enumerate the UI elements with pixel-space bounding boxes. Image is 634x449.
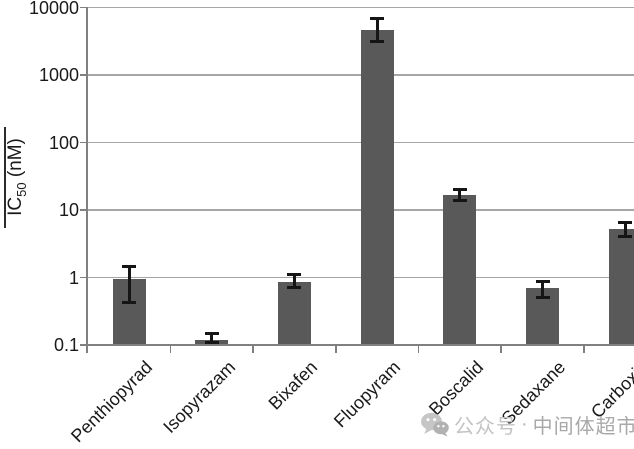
y-tick-mark-0.1: [80, 344, 87, 346]
error-bar-cap-bottom-sedaxane: [535, 296, 550, 300]
x-tick-mark: [500, 345, 502, 353]
x-axis-label-bixafen: Bixafen: [264, 357, 322, 414]
y-tick-label-10000: 10000: [28, 0, 79, 18]
x-tick-mark: [583, 345, 585, 353]
error-bar-cap-top-carboxin: [618, 221, 633, 225]
y-tick-label-1: 1: [68, 267, 79, 288]
error-bar-fluopyram: [375, 18, 379, 42]
y-axis-title-text: IC: [5, 196, 26, 216]
y-axis-line: [86, 7, 88, 353]
error-bar-cap-bottom-carboxin: [618, 234, 633, 238]
gridline-10: [87, 209, 634, 211]
bar-fluopyram: [360, 29, 394, 347]
error-bar-carboxin: [623, 222, 627, 237]
y-tick-mark-10000: [80, 6, 87, 9]
error-bar-cap-top-boscalid: [452, 188, 467, 192]
wechat-icon: [421, 412, 449, 437]
gridline-1: [87, 276, 634, 279]
x-axis-label-fluopyram: Fluopyram: [329, 357, 405, 432]
x-tick-mark: [417, 345, 420, 353]
y-tick-mark-1000: [80, 74, 87, 76]
bar-carboxin: [608, 229, 634, 347]
error-bar-cap-bottom-bixafen: [287, 286, 302, 290]
y-axis-title-rule: [4, 127, 6, 228]
y-tick-label-1000: 1000: [38, 65, 79, 85]
y-tick-mark-100: [80, 141, 87, 144]
y-axis-title-subscript: 50: [13, 182, 29, 197]
y-tick-mark-1: [80, 276, 87, 279]
error-bar-boscalid: [458, 189, 462, 201]
bar-boscalid: [443, 195, 477, 347]
watermark-account-type: 公众号: [454, 415, 517, 438]
y-axis-title: IC50 (nM): [3, 112, 29, 242]
error-bar-cap-bottom-fluopyram: [370, 40, 385, 44]
error-bar-cap-bottom-penthiopyrad: [122, 301, 136, 305]
watermark-separator: ·: [521, 412, 529, 435]
gridline-10000: [87, 6, 634, 9]
y-tick-mark-10: [80, 209, 87, 211]
error-bar-penthiopyrad: [127, 266, 131, 303]
x-axis-label-penthiopyrad: Penthiopyrad: [66, 357, 157, 447]
gridline-100: [87, 141, 634, 144]
x-tick-mark: [335, 345, 337, 353]
error-bar-cap-bottom-boscalid: [452, 199, 467, 203]
x-axis-label-isopyrazam: Isopyrazam: [158, 357, 239, 437]
error-bar-bixafen: [292, 274, 296, 288]
gridline-1000: [87, 74, 634, 76]
y-axis-title-unit: (nM): [5, 138, 26, 183]
error-bar-cap-bottom-isopyrazam: [204, 340, 219, 344]
error-bar-isopyrazam: [210, 333, 214, 343]
y-tick-label-0.1: 0.1: [53, 335, 79, 355]
watermark: 公众号 · 中间体超市: [420, 409, 634, 439]
error-bar-cap-top-fluopyram: [370, 16, 385, 20]
watermark-account-name: 中间体超市: [532, 415, 634, 438]
bar-bixafen: [277, 282, 311, 347]
y-tick-label-100: 100: [48, 132, 79, 153]
x-tick-mark: [252, 345, 254, 353]
y-tick-label-10: 10: [58, 200, 79, 220]
error-bar-sedaxane: [541, 281, 544, 298]
error-bar-cap-top-penthiopyrad: [122, 265, 136, 269]
error-bar-cap-top-sedaxane: [535, 279, 550, 283]
x-axis-line: [86, 344, 634, 346]
x-tick-mark: [169, 345, 172, 353]
error-bar-cap-top-bixafen: [287, 273, 302, 277]
error-bar-cap-top-isopyrazam: [204, 331, 219, 335]
